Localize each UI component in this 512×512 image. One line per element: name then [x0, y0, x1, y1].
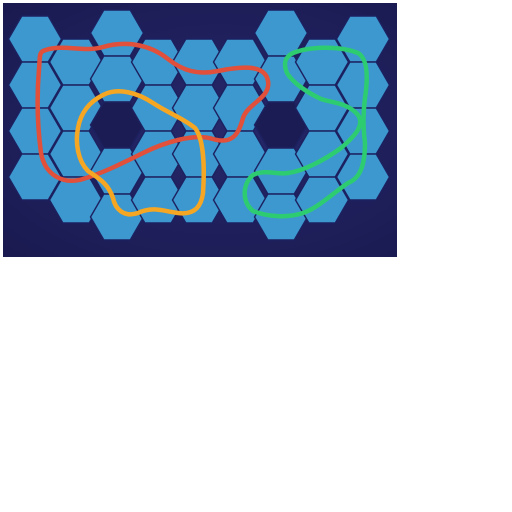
loops-layer	[35, 41, 369, 219]
hex-tile[interactable]	[7, 153, 63, 201]
red-loop	[35, 41, 271, 183]
orange-loop	[74, 89, 206, 217]
hex-tile[interactable]	[335, 153, 391, 201]
hex-grid	[7, 9, 391, 241]
puzzle-board	[3, 3, 397, 257]
green-loop	[242, 45, 369, 219]
hex-tile[interactable]	[89, 193, 145, 241]
